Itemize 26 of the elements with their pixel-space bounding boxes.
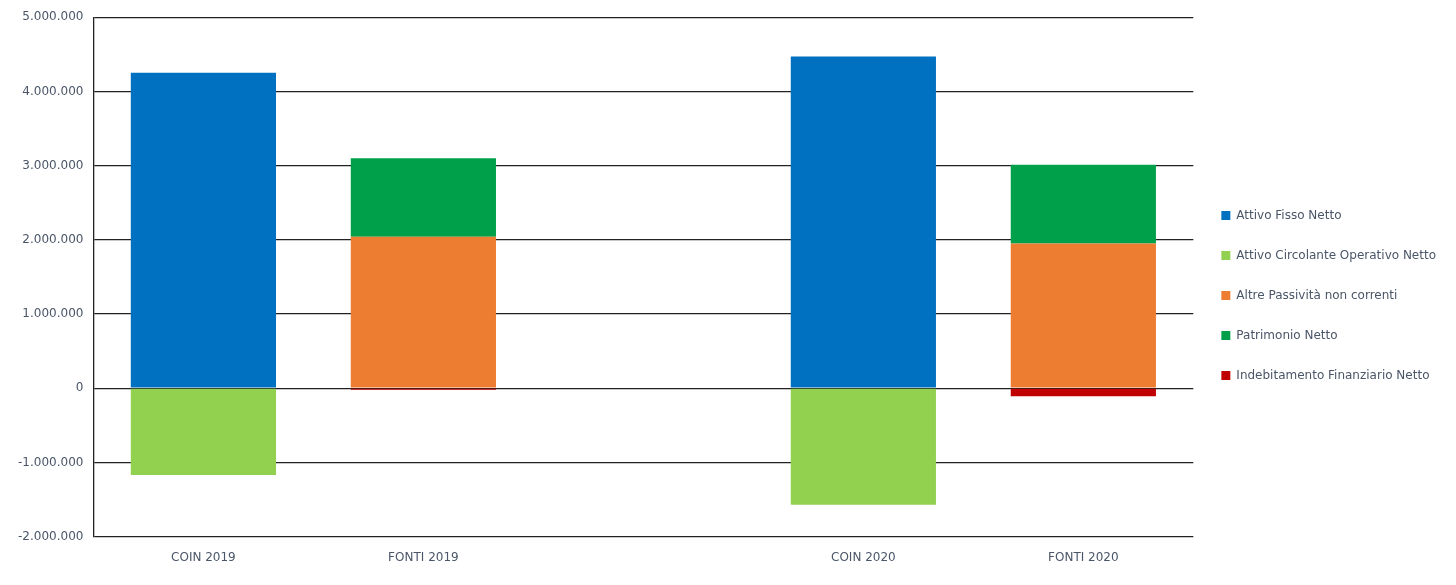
bar (790, 56, 936, 388)
bar (790, 388, 936, 505)
y-tick-label: -1.000.000 (18, 454, 84, 469)
y-tick-label: -2.000.000 (18, 528, 84, 543)
bar (1010, 164, 1156, 244)
legend-label: Indebitamento Finanziario Netto (1236, 367, 1430, 382)
x-tick-label: COIN 2020 (831, 549, 896, 564)
y-tick-label: 3.000.000 (22, 157, 84, 172)
y-tick-label: 5.000.000 (22, 9, 84, 24)
bar (130, 388, 276, 476)
x-tick-label: COIN 2019 (171, 549, 236, 564)
x-tick-label: FONTI 2020 (1048, 549, 1119, 564)
x-tick-label: FONTI 2019 (388, 549, 459, 564)
y-tick-label: 2.000.000 (22, 231, 84, 246)
bar (1010, 388, 1156, 397)
bar (130, 72, 276, 388)
legend-label: Attivo Fisso Netto (1236, 207, 1342, 222)
legend-label: Patrimonio Netto (1236, 327, 1338, 342)
legend-label: Attivo Circolante Operativo Netto (1236, 247, 1437, 262)
bar (1010, 243, 1156, 388)
bar (350, 158, 496, 237)
bar (350, 236, 496, 388)
y-tick-label: 0 (75, 380, 84, 395)
legend-label: Altre Passività non correnti (1236, 287, 1398, 302)
y-tick-label: 1.000.000 (22, 306, 84, 321)
y-tick-label: 4.000.000 (22, 83, 84, 98)
